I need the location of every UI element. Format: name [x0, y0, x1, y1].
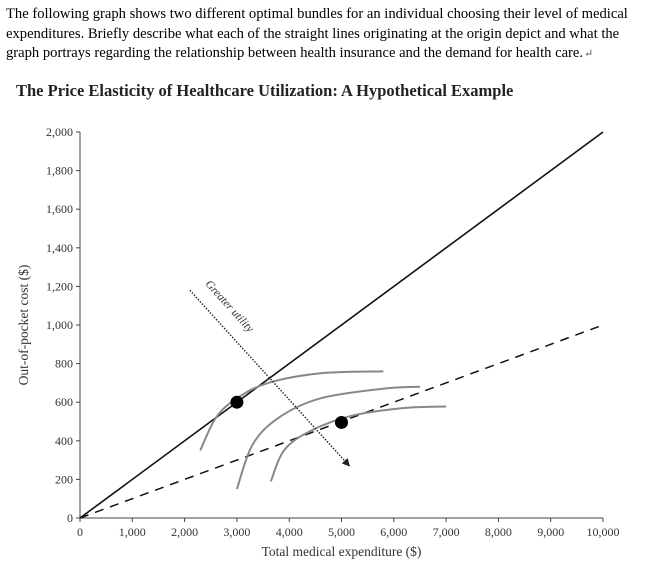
greater-utility-arrow [189, 289, 351, 467]
return-symbol-icon: ↵ [584, 48, 594, 60]
y-tick-label: 1,600 [46, 202, 73, 216]
x-tick-label: 3,000 [223, 525, 250, 539]
solid-budget-line [79, 131, 604, 519]
indifference-curves [199, 370, 447, 490]
optimal-bundle-point [230, 395, 244, 409]
x-tick-label: 10,000 [587, 525, 620, 539]
budget-lines [79, 131, 604, 519]
x-tick-label: 0 [77, 525, 83, 539]
greater-utility-label: Greater utility [203, 278, 257, 335]
chart-title: The Price Elasticity of Healthcare Utili… [16, 81, 514, 100]
x-tick-label: 7,000 [433, 525, 460, 539]
x-tick-label: 4,000 [276, 525, 303, 539]
question-text: The following graph shows two different … [6, 5, 636, 65]
y-tick-label: 0 [67, 511, 73, 525]
optimal-bundles [230, 395, 348, 429]
indifference-curve [269, 405, 447, 482]
x-tick-label: 6,000 [380, 525, 407, 539]
y-tick-label: 1,200 [46, 279, 73, 293]
x-tick-label: 9,000 [537, 525, 564, 539]
indifference-curve [235, 385, 421, 490]
chart-axes: 0 1,000 2,000 3,000 4,000 5,000 6,000 7,000 8,00… [46, 125, 620, 539]
x-tick-label: 8,000 [485, 525, 512, 539]
x-tick-label: 5,000 [328, 525, 355, 539]
y-tick-label: 1,400 [46, 241, 73, 255]
x-tick-label: 2,000 [171, 525, 198, 539]
optimal-bundle-point [335, 415, 348, 429]
x-axis-label: Total medical expenditure ($) [262, 544, 422, 559]
y-tick-label: 200 [55, 472, 73, 486]
y-tick-label: 800 [55, 357, 73, 371]
y-tick-label: 1,000 [46, 318, 73, 332]
y-axis-label: Out-of-pocket cost ($) [16, 265, 31, 386]
indifference-curve [199, 370, 384, 451]
x-tick-label: 1,000 [119, 525, 146, 539]
y-tick-label: 2,000 [46, 125, 73, 139]
question-body: The following graph shows two different … [6, 6, 628, 61]
y-tick-label: 1,800 [46, 164, 73, 178]
y-tick-label: 600 [55, 395, 73, 409]
y-tick-label: 400 [55, 434, 73, 448]
